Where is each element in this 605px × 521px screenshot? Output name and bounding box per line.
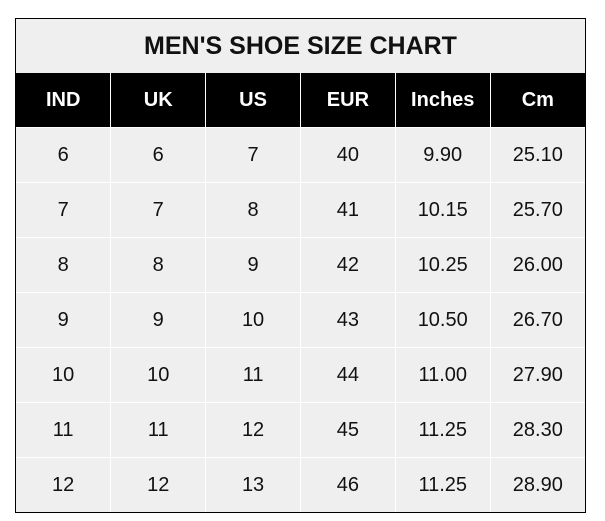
table-cell: 9 — [205, 237, 301, 293]
table-row: 6 6 7 40 9.90 25.10 — [16, 127, 585, 183]
table-cell: 11 — [205, 347, 301, 403]
table-cell: 9.90 — [394, 127, 491, 183]
table-cell: 43 — [299, 292, 396, 348]
table-cell: 13 — [205, 457, 301, 512]
table-cell: 8 — [16, 237, 111, 293]
header-row: IND UK US EUR Inches Cm — [16, 73, 585, 128]
table-cell: 10.15 — [394, 182, 491, 238]
table-cell: 8 — [110, 237, 206, 293]
size-chart-table: MEN'S SHOE SIZE CHART IND UK US EUR Inches Cm… — [15, 18, 586, 513]
table-cell: 26.70 — [489, 292, 585, 348]
column-header: IND — [16, 73, 111, 128]
table-cell: 7 — [110, 182, 206, 238]
table-cell: 12 — [16, 457, 111, 512]
table-cell: 6 — [16, 127, 111, 183]
table-cell: 26.00 — [489, 237, 585, 293]
table-cell: 27.90 — [489, 347, 585, 403]
table-cell: 10 — [205, 292, 301, 348]
table-cell: 44 — [299, 347, 396, 403]
table-cell: 28.30 — [489, 402, 585, 458]
table-cell: 41 — [299, 182, 396, 238]
table-cell: 9 — [110, 292, 206, 348]
table-cell: 10 — [16, 347, 111, 403]
table-cell: 8 — [205, 182, 301, 238]
table-cell: 40 — [299, 127, 396, 183]
table-row: 10 10 11 44 11.00 27.90 — [16, 347, 585, 403]
table-row: 7 7 8 41 10.15 25.70 — [16, 182, 585, 238]
column-header: EUR — [299, 73, 396, 128]
table-cell: 7 — [205, 127, 301, 183]
table-cell: 10.25 — [394, 237, 491, 293]
table-row: 12 12 13 46 11.25 28.90 — [16, 457, 585, 512]
table-cell: 42 — [299, 237, 396, 293]
table-cell: 12 — [110, 457, 206, 512]
table-row: 8 8 9 42 10.25 26.00 — [16, 237, 585, 293]
column-header: Inches — [394, 73, 491, 128]
table-row: 9 9 10 43 10.50 26.70 — [16, 292, 585, 348]
column-header: UK — [110, 73, 206, 128]
table-cell: 10.50 — [394, 292, 491, 348]
table-cell: 11.25 — [394, 402, 491, 458]
table-cell: 11 — [16, 402, 111, 458]
table-cell: 11.25 — [394, 457, 491, 512]
table-cell: 7 — [16, 182, 111, 238]
table-cell: 46 — [299, 457, 396, 512]
table-row: 11 11 12 45 11.25 28.30 — [16, 402, 585, 458]
table-cell: 9 — [16, 292, 111, 348]
column-header: Cm — [489, 73, 585, 128]
table-cell: 12 — [205, 402, 301, 458]
table-title: MEN'S SHOE SIZE CHART — [16, 19, 585, 73]
table-cell: 11 — [110, 402, 206, 458]
table-cell: 6 — [110, 127, 206, 183]
table-cell: 25.10 — [489, 127, 585, 183]
table-cell: 25.70 — [489, 182, 585, 238]
table-cell: 10 — [110, 347, 206, 403]
table-cell: 45 — [299, 402, 396, 458]
table-cell: 11.00 — [394, 347, 491, 403]
column-header: US — [205, 73, 301, 128]
table-cell: 28.90 — [489, 457, 585, 512]
